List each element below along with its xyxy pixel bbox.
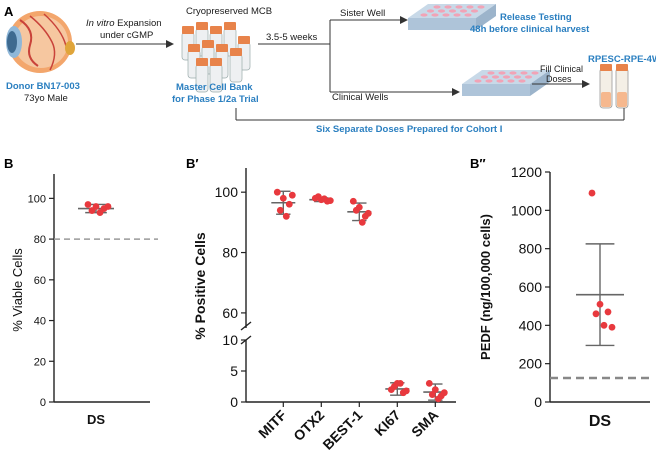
data-point-3: [88, 207, 96, 214]
x-tick-label: MITF: [255, 406, 290, 441]
y-tick-label: 1200: [511, 164, 542, 180]
y-tick-label: 80: [222, 245, 238, 261]
data-point-0: [349, 197, 357, 205]
data-point-5: [608, 323, 616, 331]
y-tick-label: 60: [222, 305, 238, 321]
y-tick-label: 100: [215, 184, 239, 200]
duration-label: 3.5-5 weeks: [266, 32, 317, 43]
x-tick-label: SMA: [408, 407, 441, 440]
data-point-5: [288, 191, 296, 199]
mcb-line1: Master Cell Bank: [176, 82, 253, 93]
data-point-3: [352, 206, 360, 214]
data-point-2: [285, 200, 293, 208]
y-tick-label: 800: [519, 241, 543, 257]
expansion-italic: In vitro: [86, 18, 115, 29]
expansion-label: In vitro Expansion: [86, 18, 162, 29]
panel-a-label: A: [4, 4, 14, 19]
error-bar: [576, 243, 624, 347]
vials-icon: [181, 22, 251, 93]
axis-break: [240, 321, 252, 331]
panel-b-label: B: [4, 156, 13, 171]
data-point-1: [596, 300, 604, 308]
fill-line1: Fill Clinical: [540, 64, 583, 74]
y-tick-label: 5: [230, 363, 238, 379]
data-point-4: [96, 209, 104, 217]
release-line1: Release Testing: [500, 12, 572, 23]
panel-b: B 0 20 40 60 80 100 % Viable Cells DS: [4, 156, 158, 427]
data-point-5: [364, 209, 372, 217]
y-tick-label: 400: [519, 317, 543, 333]
panel-b-double-prime-label: B″: [470, 156, 486, 171]
clinical-wells-label: Clinical Wells: [332, 92, 389, 103]
data-point-1: [279, 194, 287, 202]
data-point-4: [600, 321, 608, 329]
chart-pedf: 0 200 400 600 800 1000 1200 PEDF (ng/100,000 ce…: [478, 164, 650, 430]
dose-vials-icon: [599, 64, 629, 109]
data-point-5: [104, 203, 112, 210]
y-tick-label: 60: [34, 275, 46, 287]
data-point-4: [396, 380, 404, 387]
data-point-1: [431, 386, 439, 393]
data-point-4: [434, 395, 442, 403]
cryo-title: Cryopreserved MCB: [186, 6, 272, 17]
data-point-3: [314, 193, 322, 201]
x-tick-label: DS: [87, 412, 105, 427]
data-point-0: [273, 188, 281, 196]
release-line2: 48h before clinical harvest: [470, 24, 590, 35]
x-tick-label: KI67: [371, 407, 403, 439]
data-point-5: [402, 387, 410, 395]
fill-line2: Doses: [546, 74, 572, 84]
y-tick-label: 20: [34, 356, 46, 368]
panel-a: A Donor BN17-003 73yo Male In vitro Expa…: [4, 4, 656, 135]
y-tick-label: 200: [519, 356, 543, 372]
data-point-5: [440, 389, 448, 397]
chart-viable-cells: 0 20 40 60 80 100 % Viable Cells DS: [10, 174, 158, 427]
y-axis-label: % Viable Cells: [10, 248, 25, 332]
donor-desc: 73yo Male: [24, 93, 68, 104]
data-point-3: [276, 206, 284, 214]
data-point-5: [326, 197, 334, 205]
sister-well-label: Sister Well: [340, 8, 385, 19]
data-point-4: [320, 195, 328, 203]
six-doses-label: Six Separate Doses Prepared for Cohort I: [316, 124, 502, 135]
mcb-line2: for Phase 1/2a Trial: [172, 94, 259, 105]
data-point-4: [282, 212, 290, 220]
y-tick-label: 1000: [511, 202, 542, 218]
data-point-3: [592, 310, 600, 318]
donor-id: Donor BN17-003: [6, 81, 80, 92]
panel-b-prime-label: B′: [186, 156, 199, 171]
sister-plate-icon: [408, 4, 496, 30]
x-tick-label: DS: [589, 413, 612, 430]
product-name: RPESC-RPE-4W: [588, 54, 656, 65]
x-tick-label: BEST-1: [319, 407, 365, 453]
expansion-rest: Expansion: [115, 18, 162, 29]
y-tick-label: 0: [230, 394, 238, 410]
y-tick-label: 0: [40, 397, 46, 409]
y-axis-label: PEDF (ng/100,000 cells): [478, 214, 493, 360]
panel-b-double-prime: B″ 0 200 400 600 800 1000 1200 PEDF (ng/100,000…: [470, 156, 650, 430]
y-tick-label: 80: [34, 234, 46, 246]
data-point-4: [358, 218, 366, 226]
y-tick-label: 10: [222, 332, 238, 348]
y-tick-label: 100: [28, 193, 46, 205]
data-point-2: [604, 308, 612, 316]
y-axis-label: % Positive Cells: [192, 232, 208, 340]
data-point-0: [84, 201, 92, 208]
eye-icon: [6, 11, 75, 73]
clinical-plate-icon: [462, 70, 550, 96]
data-point-0: [588, 189, 596, 197]
data-point-0: [425, 380, 433, 387]
y-tick-label: 0: [534, 394, 542, 410]
data-point-3: [428, 391, 436, 398]
expansion-line2: under cGMP: [100, 30, 153, 41]
data-point-3: [390, 383, 398, 390]
y-tick-label: 600: [519, 279, 543, 295]
y-tick-label: 40: [34, 316, 46, 328]
